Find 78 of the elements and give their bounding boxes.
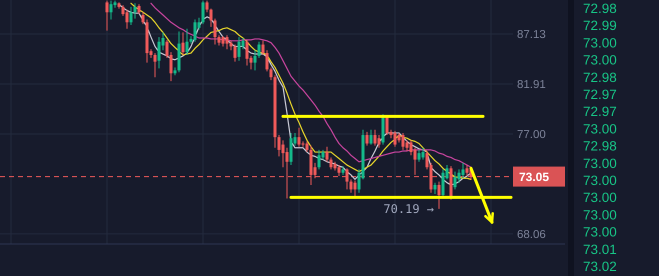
candlestick: [434, 182, 436, 194]
candlestick: [378, 134, 380, 148]
text: 72.99: [583, 18, 617, 34]
candlestick: [442, 168, 444, 198]
candlestick: [238, 36, 240, 62]
candlestick: [374, 129, 376, 146]
candlestick: [130, 6, 132, 26]
candlestick: [218, 34, 220, 46]
candlestick: [350, 178, 352, 194]
candlestick: [282, 140, 284, 168]
candlestick: [466, 164, 468, 177]
candlestick: [418, 149, 420, 162]
candlestick: [370, 129, 372, 146]
text: 73.00: [583, 190, 617, 206]
candlestick: [458, 168, 460, 184]
candlestick: [398, 132, 400, 143]
candlestick: [366, 131, 368, 146]
ref-line-label: 73.05: [519, 170, 550, 184]
text: 72.98: [583, 1, 617, 16]
text: 73.00: [583, 207, 617, 222]
text: 73.02: [583, 259, 617, 274]
candlestick: [410, 140, 412, 156]
candlestick: [290, 132, 292, 166]
candlestick: [222, 36, 224, 47]
candlestick: [402, 132, 404, 150]
text: 73.00: [583, 35, 617, 50]
candlestick: [110, 0, 112, 20]
candlestick: [134, 2, 136, 20]
candlestick: [210, 8, 212, 28]
text: 73.01: [583, 242, 617, 257]
candlestick: [182, 32, 184, 56]
candlestick: [254, 50, 256, 71]
candlestick: [318, 149, 320, 170]
candlestick: [246, 39, 248, 66]
candlestick: [106, 0, 108, 32]
candlestick: [394, 130, 396, 148]
candlestick: [462, 162, 464, 179]
candlestick: [138, 4, 140, 15]
text: 73.00: [583, 52, 617, 68]
candlestick: [202, 0, 204, 25]
y-tick-label: 68.06: [517, 228, 546, 241]
text: 73.00: [583, 156, 617, 171]
candlestick: [154, 52, 156, 78]
candlestick: [306, 140, 308, 153]
candlestick: [270, 66, 272, 81]
candlestick: [338, 164, 340, 177]
candlestick: [330, 156, 332, 170]
candlestick: [438, 181, 440, 210]
candlestick: [422, 147, 424, 160]
text: 73.00: [583, 121, 617, 136]
candlestick: [278, 134, 280, 157]
candlestick: [214, 18, 216, 46]
y-tick-label: 81.91: [517, 78, 546, 91]
candlestick: [206, 0, 208, 13]
y-tick-label: 77.00: [517, 128, 546, 141]
candlestick: [258, 41, 260, 58]
text: 73.00: [583, 224, 617, 240]
candlestick: [194, 19, 196, 42]
candlestick: [266, 50, 268, 72]
text: 72.97: [583, 104, 617, 120]
annotation: 70.19 →: [383, 202, 434, 216]
candlestick: [326, 146, 328, 162]
candlestick: [234, 44, 236, 62]
candlestick: [186, 28, 188, 56]
candlestick: [262, 40, 264, 56]
candlestick: [454, 171, 456, 190]
y-tick-label: 87.13: [517, 29, 546, 41]
candlestick: [298, 127, 300, 148]
candlestick: [126, 9, 128, 30]
candlestick: [226, 34, 228, 50]
text: 72.98: [583, 138, 617, 154]
text: 73.00: [583, 173, 617, 188]
candlestick: [230, 40, 232, 51]
candlestick: [142, 12, 144, 25]
candlestick: [354, 180, 356, 197]
text: 72.98: [583, 70, 617, 85]
candlestick: [158, 36, 160, 69]
text: 72.97: [583, 87, 617, 102]
